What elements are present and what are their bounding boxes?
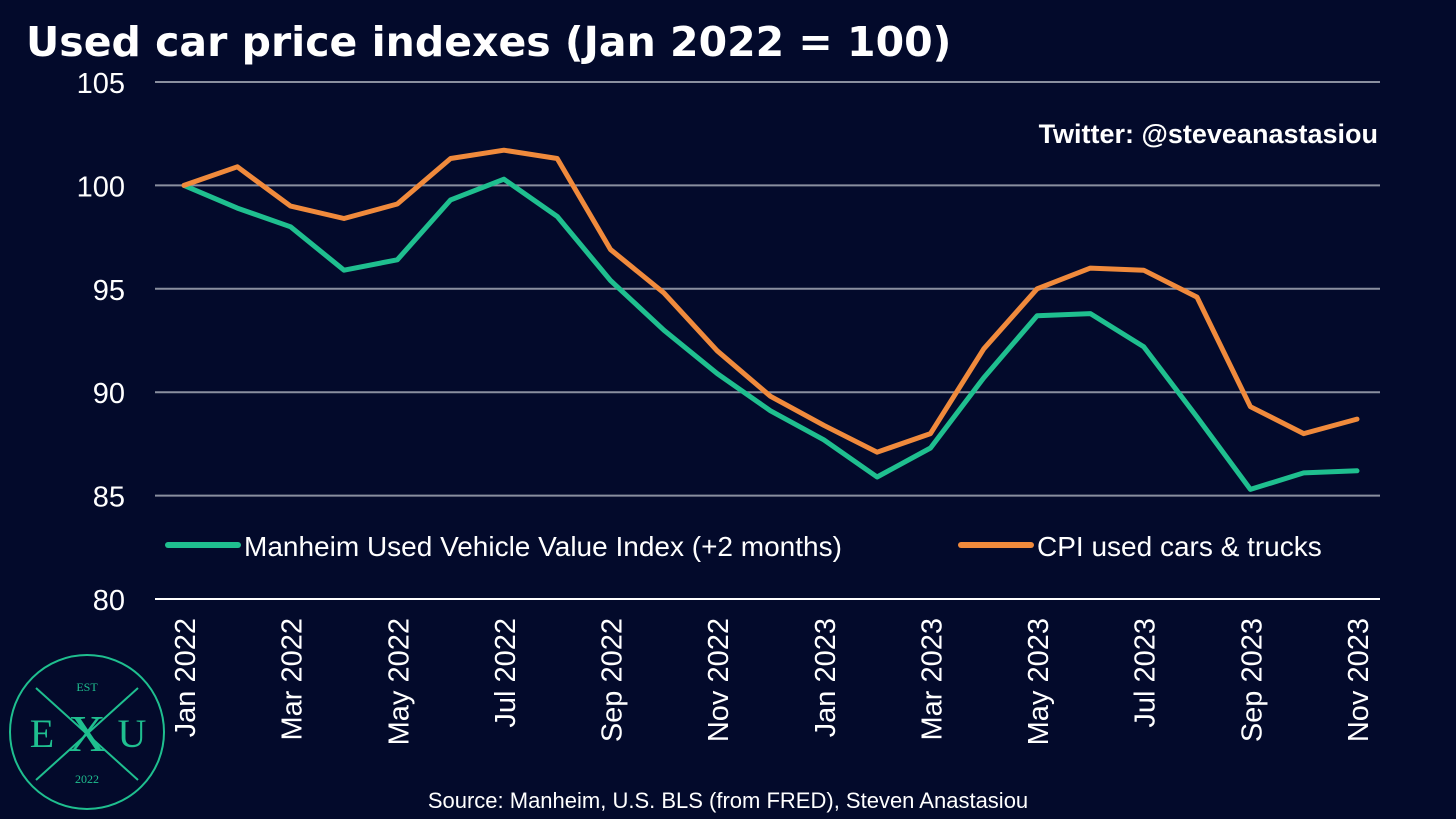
- grid: [155, 81, 1380, 600]
- logo: EST E X U 2022: [9, 654, 165, 810]
- logo-ring: [9, 654, 165, 810]
- y-tick-label-80: 80: [93, 585, 125, 617]
- y-tick-label-95: 95: [93, 275, 125, 307]
- logo-est: EST: [76, 680, 98, 694]
- series-line-manheim: [181, 176, 1360, 492]
- x-tick-label-mar-2022: Mar 2022: [277, 618, 309, 741]
- x-tick-label-jan-2023: Jan 2023: [810, 618, 842, 737]
- x-tick-label-mar-2023: Mar 2023: [916, 618, 948, 741]
- legend-label-manheim: Manheim Used Vehicle Value Index (+2 mon…: [244, 531, 842, 562]
- legend-label-cpi: CPI used cars & trucks: [1037, 531, 1322, 562]
- x-tick-label-may-2023: May 2023: [1023, 618, 1055, 745]
- logo-year: 2022: [75, 772, 99, 786]
- x-tick-label-jan-2022: Jan 2022: [170, 618, 202, 737]
- y-tick-label-100: 100: [77, 171, 125, 203]
- y-axis: 80 85 90 95 100 105: [77, 68, 125, 617]
- x-tick-label-may-2022: May 2022: [383, 618, 415, 745]
- chart-title: Used car price indexes (Jan 2022 = 100): [26, 18, 951, 66]
- legend: Manheim Used Vehicle Value Index (+2 mon…: [165, 531, 1322, 562]
- x-tick-label-sep-2023: Sep 2023: [1236, 618, 1268, 742]
- x-axis: Jan 2022 Mar 2022 May 2022 Jul 2022 Sep 2022…: [170, 618, 1375, 745]
- logo-letter-u: U: [118, 711, 147, 756]
- logo-cross-line-2: [35, 687, 139, 781]
- x-tick-label-nov-2022: Nov 2022: [703, 618, 735, 742]
- series: [181, 147, 1360, 492]
- watermark: Twitter: @steveanastasiou: [1039, 119, 1378, 149]
- x-tick-label-nov-2023: Nov 2023: [1343, 618, 1375, 742]
- y-tick-label-105: 105: [77, 68, 125, 100]
- logo-letter-e: E: [30, 711, 54, 756]
- x-tick-label-jul-2023: Jul 2023: [1130, 618, 1162, 728]
- y-tick-label-85: 85: [93, 482, 125, 514]
- source-note: Source: Manheim, U.S. BLS (from FRED), S…: [428, 788, 1028, 813]
- x-tick-label-jul-2022: Jul 2022: [490, 618, 522, 728]
- x-tick-label-sep-2022: Sep 2022: [597, 618, 629, 742]
- series-line-cpi: [181, 147, 1360, 455]
- y-tick-label-90: 90: [93, 378, 125, 410]
